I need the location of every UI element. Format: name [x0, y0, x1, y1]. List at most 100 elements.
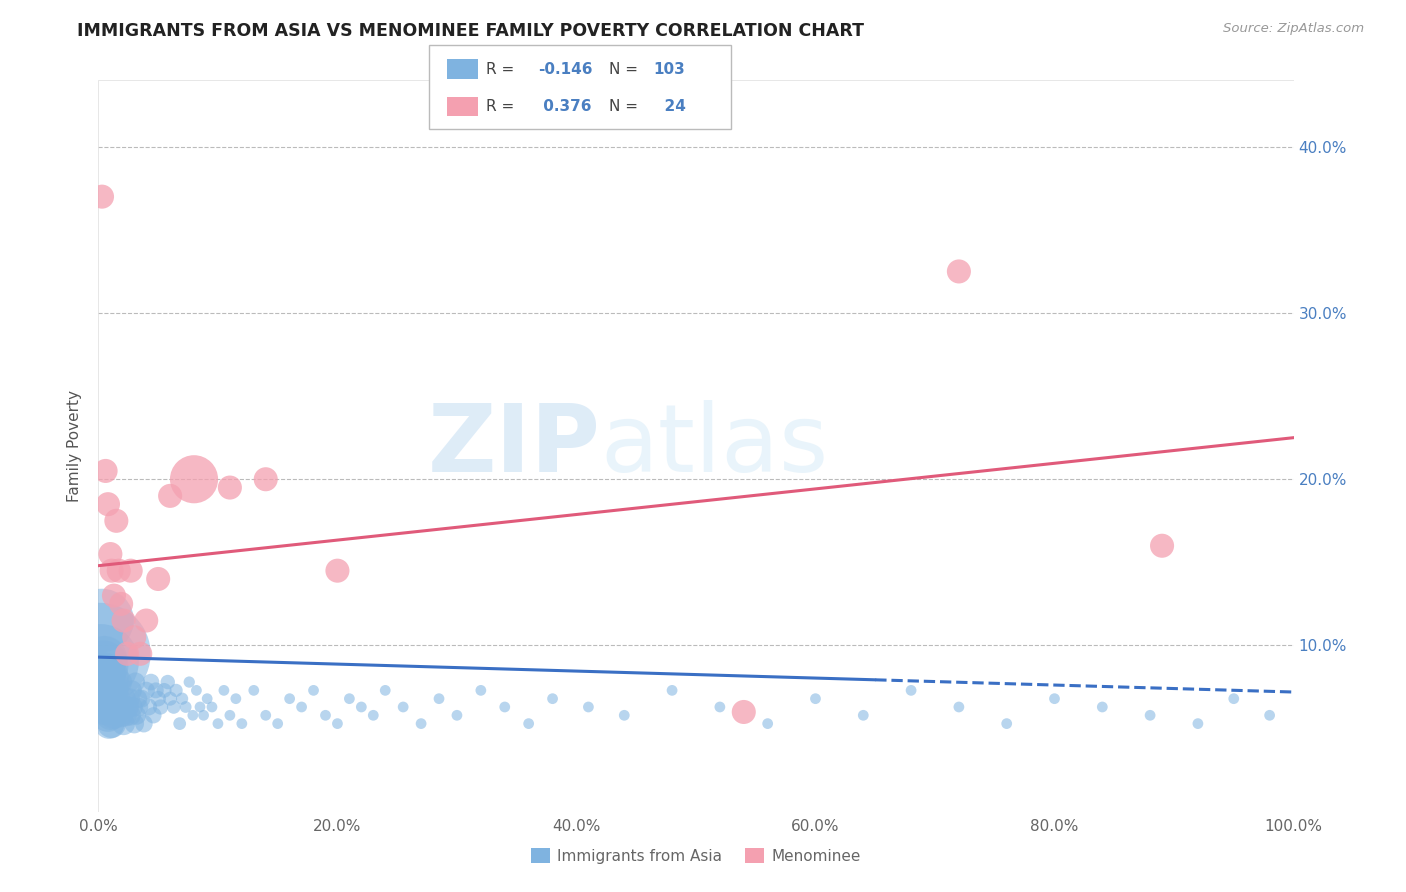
- Point: [302, 683, 325, 698]
- Point: [163, 700, 186, 714]
- Point: [93, 668, 115, 682]
- Point: [169, 716, 191, 731]
- Point: [107, 564, 129, 578]
- Point: [254, 708, 277, 723]
- Point: [122, 700, 145, 714]
- Point: [411, 716, 433, 731]
- Point: [107, 691, 129, 706]
- Point: [174, 700, 197, 714]
- Point: [135, 614, 157, 628]
- Point: [541, 691, 564, 706]
- Point: [115, 708, 138, 723]
- Point: [156, 675, 179, 690]
- Point: [291, 700, 314, 714]
- Point: [124, 630, 146, 644]
- Point: [149, 700, 172, 714]
- Text: ZIP: ZIP: [427, 400, 600, 492]
- Point: [132, 716, 155, 731]
- Point: [94, 675, 117, 690]
- Point: [97, 691, 120, 706]
- Point: [254, 472, 277, 486]
- Point: [201, 700, 224, 714]
- Text: -0.146: -0.146: [538, 62, 593, 77]
- Point: [90, 655, 112, 669]
- Point: [267, 716, 290, 731]
- Point: [374, 683, 396, 698]
- Text: atlas: atlas: [600, 400, 828, 492]
- Point: [145, 683, 167, 698]
- Text: Source: ZipAtlas.com: Source: ZipAtlas.com: [1223, 22, 1364, 36]
- Point: [89, 647, 111, 661]
- Y-axis label: Family Poverty: Family Poverty: [67, 390, 83, 502]
- Point: [613, 708, 636, 723]
- Point: [1139, 708, 1161, 723]
- Point: [125, 708, 148, 723]
- Point: [97, 708, 120, 723]
- Point: [93, 652, 115, 666]
- Point: [207, 716, 229, 731]
- Point: [1152, 539, 1174, 553]
- Point: [96, 685, 118, 699]
- Point: [138, 700, 160, 714]
- Point: [135, 683, 157, 698]
- Point: [212, 683, 235, 698]
- Point: [446, 708, 468, 723]
- Point: [1091, 700, 1114, 714]
- Point: [98, 547, 122, 561]
- Point: [128, 700, 150, 714]
- Point: [159, 691, 181, 706]
- Point: [1223, 691, 1246, 706]
- Point: [948, 700, 970, 714]
- Point: [231, 716, 253, 731]
- Point: [995, 716, 1018, 731]
- Point: [181, 708, 204, 723]
- Point: [517, 716, 540, 731]
- Point: [219, 708, 242, 723]
- Point: [94, 464, 117, 478]
- Point: [326, 564, 349, 578]
- Point: [183, 472, 205, 486]
- Text: 103: 103: [654, 62, 686, 77]
- Point: [350, 700, 373, 714]
- Point: [108, 675, 131, 690]
- Point: [94, 691, 117, 706]
- Point: [948, 264, 970, 278]
- Point: [127, 691, 149, 706]
- Point: [121, 683, 143, 698]
- Point: [852, 708, 875, 723]
- Legend: Immigrants from Asia, Menominee: Immigrants from Asia, Menominee: [526, 842, 866, 870]
- Point: [100, 716, 122, 731]
- Point: [98, 708, 122, 723]
- Point: [733, 705, 755, 719]
- Point: [427, 691, 450, 706]
- Point: [118, 691, 141, 706]
- Point: [91, 658, 114, 673]
- Text: 0.376: 0.376: [538, 99, 592, 114]
- Text: N =: N =: [609, 99, 638, 114]
- Point: [165, 683, 187, 698]
- Point: [756, 716, 779, 731]
- Point: [117, 700, 139, 714]
- Point: [315, 708, 337, 723]
- Point: [120, 708, 142, 723]
- Point: [103, 708, 125, 723]
- Point: [186, 683, 208, 698]
- Point: [115, 647, 138, 661]
- Point: [188, 700, 211, 714]
- Text: IMMIGRANTS FROM ASIA VS MENOMINEE FAMILY POVERTY CORRELATION CHART: IMMIGRANTS FROM ASIA VS MENOMINEE FAMILY…: [77, 22, 865, 40]
- Point: [193, 708, 215, 723]
- Point: [159, 489, 181, 503]
- Point: [91, 189, 114, 203]
- Point: [101, 700, 124, 714]
- Text: 24: 24: [654, 99, 686, 114]
- Text: N =: N =: [609, 62, 638, 77]
- Point: [195, 691, 218, 706]
- Point: [114, 691, 136, 706]
- Point: [278, 691, 301, 706]
- Text: R =: R =: [486, 99, 515, 114]
- Point: [494, 700, 516, 714]
- Point: [148, 691, 170, 706]
- Point: [98, 700, 121, 714]
- Point: [97, 497, 120, 511]
- Point: [111, 700, 134, 714]
